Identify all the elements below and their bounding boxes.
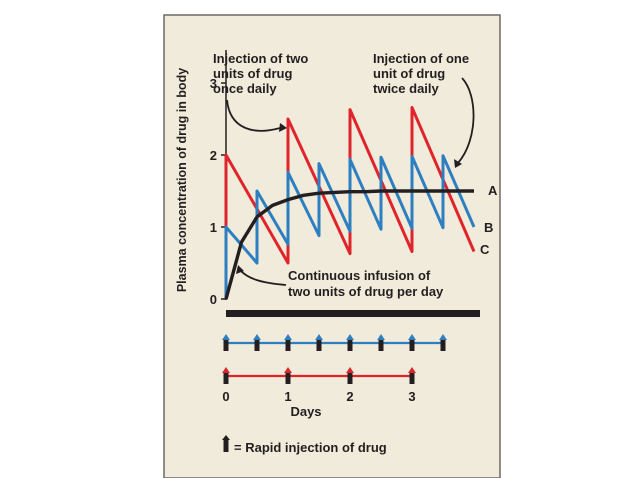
x-tick-labels: 0 1 2 3: [222, 389, 415, 404]
annotation-top-right: Injection of one unit of drug twice dail…: [373, 51, 469, 96]
annotation-line: Injection of two: [213, 51, 308, 66]
continuous-infusion-bar: [226, 310, 480, 317]
y-tick-label: 2: [210, 148, 217, 163]
annotation-line: once daily: [213, 81, 277, 96]
x-tick-label: 3: [408, 389, 415, 404]
syringe-icon: [284, 334, 292, 351]
series-line-a: [224, 189, 474, 300]
arrowhead-icon: [236, 265, 244, 274]
timeline-once-daily: [222, 367, 416, 384]
syringe-icon: [253, 334, 261, 351]
annotation-bottom: Continuous infusion of two units of drug…: [288, 268, 444, 299]
series-label-a: A: [488, 183, 498, 198]
annotation-line: unit of drug: [373, 66, 445, 81]
series-label-b: B: [484, 220, 493, 235]
annotation-line: units of drug: [213, 66, 292, 81]
syringe-icon: [346, 334, 354, 351]
syringe-icon: [222, 367, 230, 384]
series-label-c: C: [480, 242, 490, 257]
annotation-line: twice daily: [373, 81, 440, 96]
syringe-icon: [439, 334, 447, 351]
annotation-arrow-top-right: [457, 77, 475, 164]
annotation-line: Continuous infusion of: [288, 268, 431, 283]
syringe-icon: [222, 334, 230, 351]
arrowhead-icon: [454, 159, 462, 168]
syringe-icon: [408, 334, 416, 351]
timeline-twice-daily: [222, 334, 447, 351]
x-tick-label: 1: [284, 389, 291, 404]
y-axis-label: Plasma concentration of drug in body: [175, 68, 189, 292]
x-tick-label: 2: [346, 389, 353, 404]
arrowhead-icon: [279, 123, 287, 132]
syringe-icon: [284, 367, 292, 384]
x-tick-label: 0: [222, 389, 229, 404]
annotation-arrow-top-left: [226, 99, 281, 132]
y-tick-label: 1: [210, 220, 217, 235]
annotation-line: Injection of one: [373, 51, 469, 66]
annotation-arrow-bottom: [239, 269, 287, 286]
x-axis-label: Days: [290, 404, 321, 419]
y-tick-label: 3: [210, 76, 217, 91]
injection-key-label: = Rapid injection of drug: [234, 440, 387, 455]
syringe-icon: [346, 367, 354, 384]
syringe-icon: [408, 367, 416, 384]
figure-panel: [163, 14, 501, 478]
syringe-icon: [377, 334, 385, 351]
syringe-key-icon: [222, 435, 230, 452]
syringe-icon: [315, 334, 323, 351]
annotation-line: two units of drug per day: [288, 284, 444, 299]
annotation-top-left: Injection of two units of drug once dail…: [213, 51, 308, 96]
y-tick-label: 0: [210, 292, 217, 307]
